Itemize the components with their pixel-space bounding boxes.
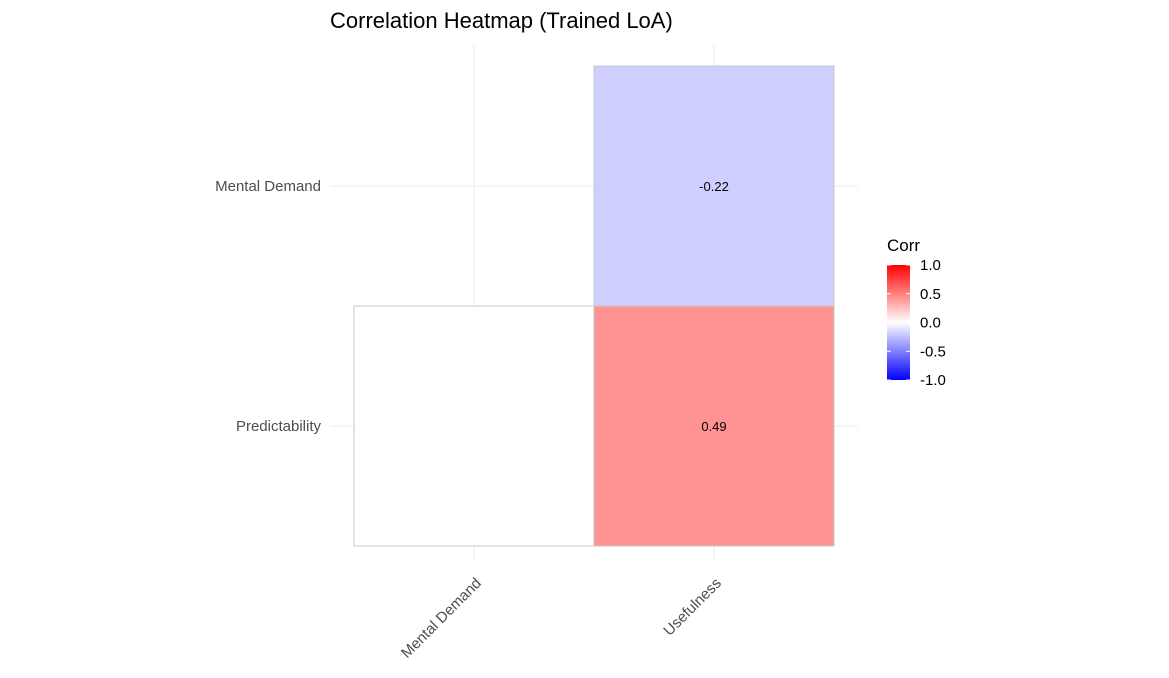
legend-tick-label: 0.5 — [920, 286, 941, 303]
legend-tick-label: 0.0 — [920, 315, 941, 332]
legend-tick-label: -1.0 — [920, 372, 946, 389]
heatmap-cell — [593, 65, 835, 307]
legend-title: Corr — [887, 236, 920, 255]
y-axis-ticks: Mental Demand Predictability — [215, 178, 321, 435]
cell-value-label: -0.22 — [699, 179, 729, 194]
heatmap-cells: -0.22 0.49 — [353, 65, 835, 547]
chart-title: Correlation Heatmap (Trained LoA) — [330, 8, 673, 33]
legend: Corr 1.0 0.5 0.0 -0.5 -1.0 — [887, 236, 946, 389]
heatmap-cell — [593, 305, 835, 547]
x-tick-label: Usefulness — [660, 575, 724, 639]
y-tick-label: Predictability — [236, 418, 322, 435]
x-axis-ticks: Mental Demand Usefulness — [398, 575, 725, 662]
legend-colorbar — [887, 265, 910, 380]
x-tick-label: Mental Demand — [398, 575, 485, 662]
y-tick-label: Mental Demand — [215, 178, 321, 195]
legend-tick-label: -0.5 — [920, 343, 946, 360]
cell-value-label: 0.49 — [701, 419, 726, 434]
heatmap-cell — [353, 305, 595, 547]
legend-tick-label: 1.0 — [920, 257, 941, 274]
legend-ticks: 1.0 0.5 0.0 -0.5 -1.0 — [887, 257, 946, 389]
